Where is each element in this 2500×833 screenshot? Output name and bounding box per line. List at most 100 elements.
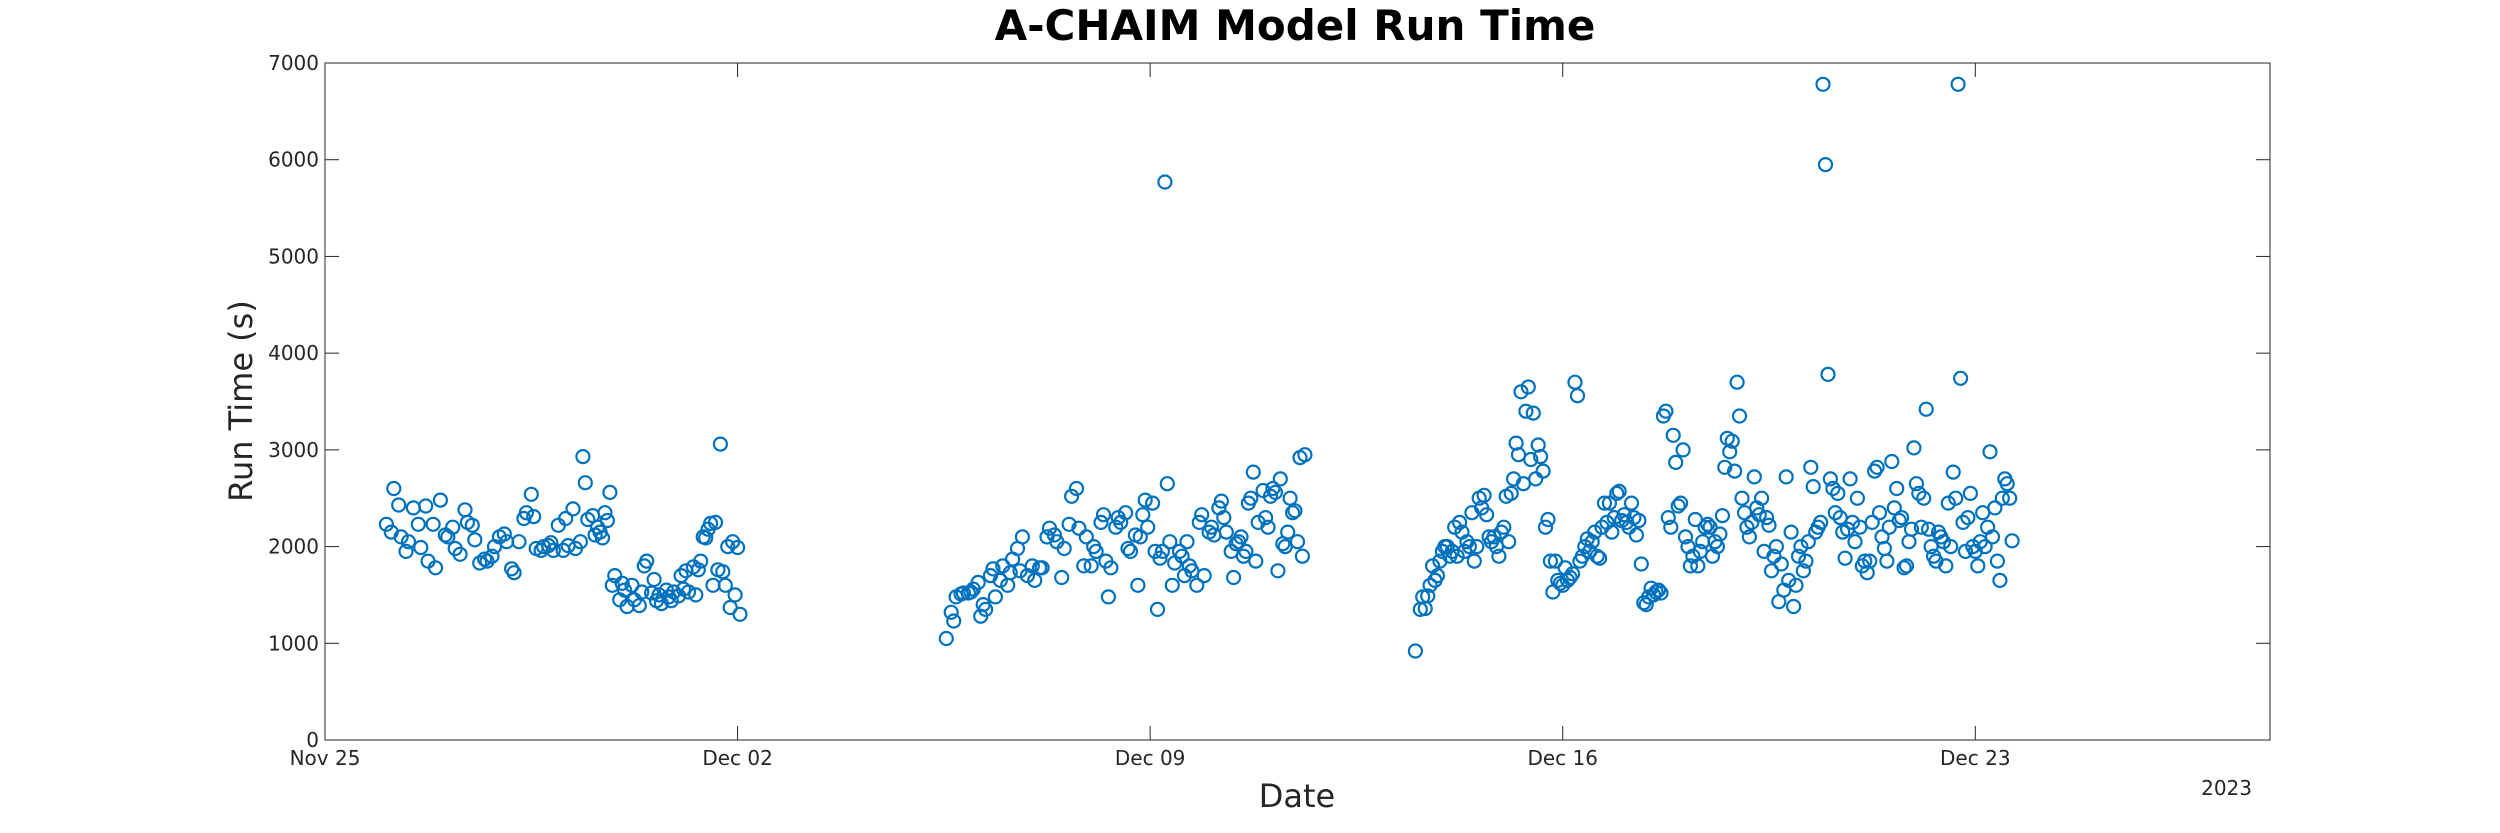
data-point xyxy=(452,546,468,562)
data-point xyxy=(970,574,986,591)
data-point xyxy=(1159,476,1175,492)
data-point xyxy=(413,539,429,556)
data-point xyxy=(378,516,394,532)
data-point xyxy=(1916,490,1932,506)
data-point xyxy=(1650,582,1667,598)
data-point xyxy=(693,553,709,569)
data-point xyxy=(1660,509,1676,526)
data-point xyxy=(1088,543,1104,560)
data-point xyxy=(1078,529,1094,545)
data-point xyxy=(1584,534,1600,550)
data-point xyxy=(1461,538,1478,555)
data-point xyxy=(1783,524,1799,540)
data-point xyxy=(712,436,729,452)
data-point xyxy=(1668,454,1684,470)
data-point xyxy=(1623,495,1640,511)
data-point xyxy=(1117,505,1134,521)
data-point xyxy=(1083,558,1099,574)
data-point xyxy=(1272,471,1288,487)
data-point xyxy=(523,486,539,502)
data-point xyxy=(1532,449,1549,465)
data-point xyxy=(1984,529,2001,545)
data-point xyxy=(1999,476,2015,492)
data-point xyxy=(955,585,972,601)
data-point xyxy=(1537,519,1554,535)
data-point xyxy=(1663,519,1679,535)
data-point xyxy=(1604,524,1620,540)
data-point xyxy=(1665,427,1681,443)
data-point xyxy=(398,543,414,560)
data-point xyxy=(1955,514,1971,531)
data-point xyxy=(1068,480,1085,497)
data-point xyxy=(1658,403,1674,419)
data-point xyxy=(1977,538,1993,555)
data-point xyxy=(729,539,746,556)
data-point xyxy=(1213,493,1230,509)
data-point xyxy=(1174,548,1190,564)
data-point xyxy=(1609,485,1625,501)
data-point xyxy=(1726,463,1743,479)
data-point xyxy=(1837,550,1853,566)
data-point xyxy=(1815,76,1831,92)
data-point xyxy=(732,606,748,622)
data-point xyxy=(594,530,611,546)
data-point xyxy=(1960,509,1976,526)
data-point xyxy=(1135,507,1151,523)
data-point xyxy=(1569,388,1586,404)
data-point xyxy=(1751,507,1767,523)
data-point xyxy=(717,577,733,593)
data-point xyxy=(1194,507,1210,523)
data-point xyxy=(1911,485,1927,501)
data-point xyxy=(690,562,706,578)
data-point xyxy=(634,584,650,600)
data-point xyxy=(1987,500,2003,516)
data-point xyxy=(1144,495,1161,511)
data-point xyxy=(425,516,441,532)
x-axis-label: Date xyxy=(1259,777,1335,815)
data-point xyxy=(410,516,426,532)
data-point xyxy=(565,501,581,517)
data-point xyxy=(1451,514,1468,531)
data-point xyxy=(1137,492,1153,508)
data-point xyxy=(1093,514,1109,531)
data-point xyxy=(707,514,724,531)
data-point xyxy=(688,587,704,603)
data-point xyxy=(1920,521,1937,537)
data-point xyxy=(1407,643,1424,659)
data-point xyxy=(1535,463,1551,479)
data-point xyxy=(484,548,500,564)
data-point xyxy=(432,492,448,508)
data-point xyxy=(1805,479,1821,495)
data-point xyxy=(1893,509,1910,526)
data-point xyxy=(1948,490,1964,506)
data-point xyxy=(467,532,483,548)
data-point xyxy=(575,449,591,465)
data-point xyxy=(526,508,542,525)
data-point xyxy=(1071,520,1087,536)
data-point xyxy=(1803,459,1819,475)
data-point xyxy=(1869,459,1885,475)
data-points xyxy=(378,76,2020,659)
data-point xyxy=(400,534,417,550)
data-point xyxy=(1478,507,1495,523)
data-point xyxy=(1120,540,1136,557)
data-point xyxy=(506,565,522,581)
data-point xyxy=(985,561,1001,577)
data-point xyxy=(727,587,743,603)
data-point xyxy=(1714,507,1731,524)
data-point xyxy=(1962,485,1979,501)
data-point xyxy=(1287,503,1303,519)
data-point xyxy=(1140,519,1156,535)
data-point xyxy=(1773,556,1789,572)
data-point xyxy=(1849,490,1866,506)
data-point xyxy=(1034,560,1050,576)
data-point xyxy=(698,530,714,546)
data-point xyxy=(1731,408,1748,424)
data-point xyxy=(720,538,736,555)
data-point xyxy=(1645,587,1662,603)
data-point xyxy=(479,553,495,569)
data-point xyxy=(1862,553,1878,569)
data-point xyxy=(1724,433,1740,449)
data-point xyxy=(1633,556,1649,572)
data-point xyxy=(1248,553,1264,569)
